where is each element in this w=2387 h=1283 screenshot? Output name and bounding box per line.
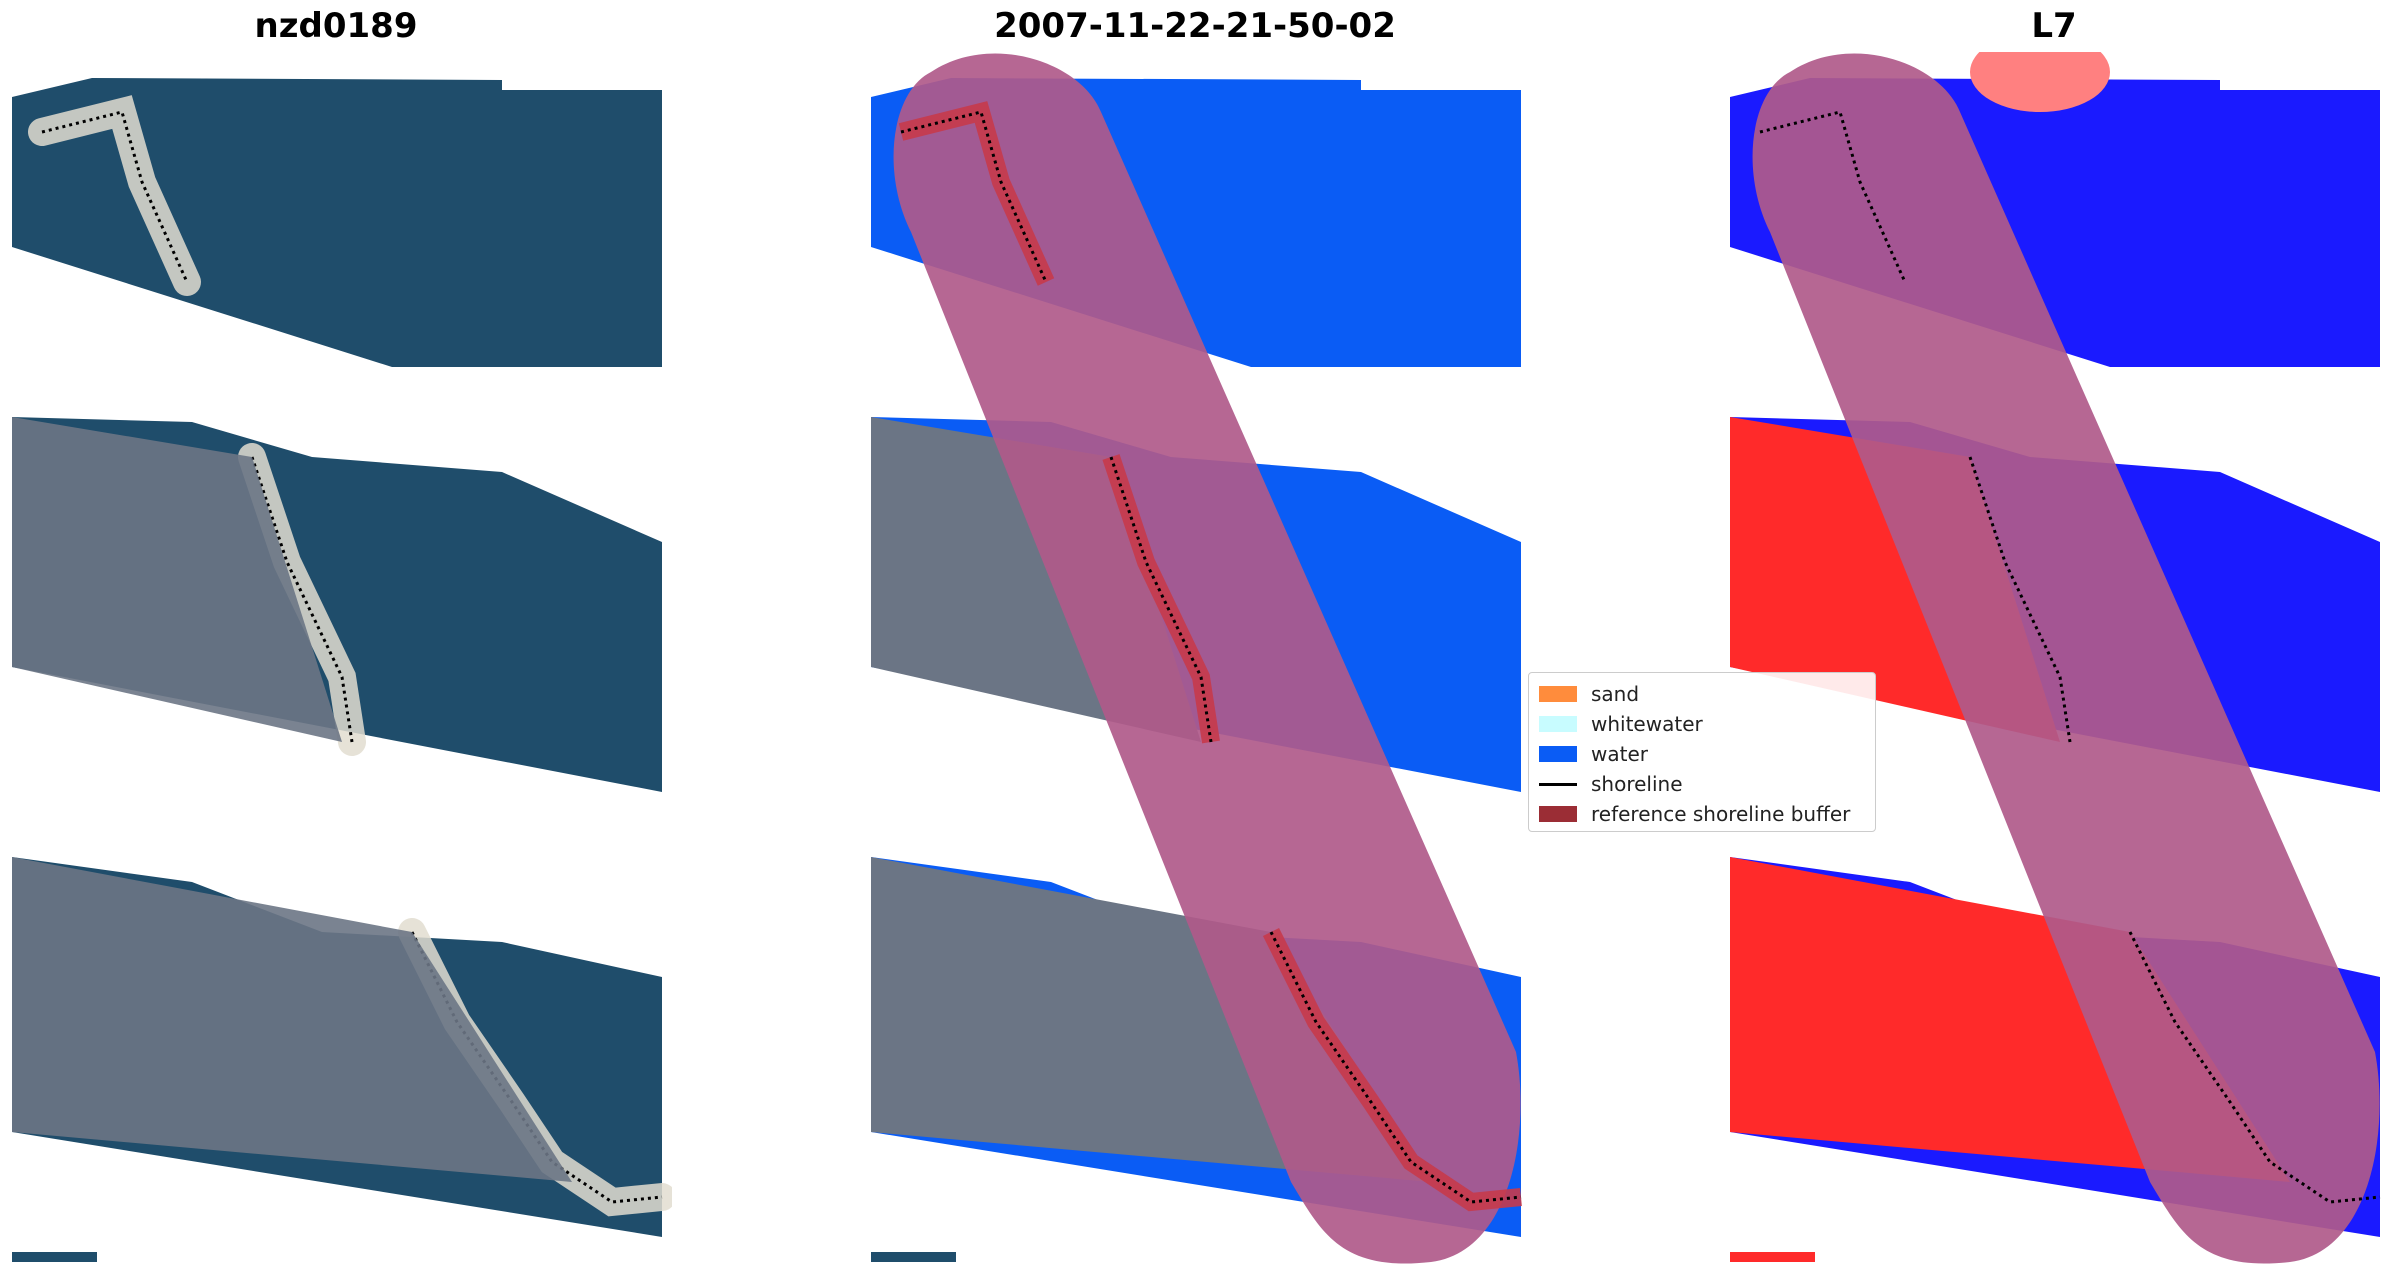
panel-title-classified: 2007-11-22-21-50-02 xyxy=(994,6,1396,46)
rgb-image-panel xyxy=(12,78,672,1262)
legend-label-whitewater: whitewater xyxy=(1591,712,1703,736)
index-image-panel xyxy=(1730,52,2381,1264)
scale-bar xyxy=(12,1252,97,1262)
legend-label-water: water xyxy=(1591,742,1648,766)
legend-label-buffer: reference shoreline buffer xyxy=(1591,802,1851,826)
sand-class-2 xyxy=(1102,454,1220,744)
classified-image-panel xyxy=(871,53,1522,1264)
legend-entry-water: water xyxy=(1539,739,1865,769)
reference-shoreline-buffer xyxy=(1752,53,2380,1264)
panel-title-rgb: nzd0189 xyxy=(254,6,418,46)
legend-swatch-water xyxy=(1539,746,1577,762)
legend-line-shoreline xyxy=(1539,782,1577,786)
legend-label-shoreline: shoreline xyxy=(1591,772,1683,796)
legend-entry-sand: sand xyxy=(1539,679,1865,709)
shoreline-1 xyxy=(1759,110,1907,283)
cloud-patch xyxy=(1970,52,2110,112)
scale-bar xyxy=(871,1252,956,1262)
reference-shoreline-buffer xyxy=(893,53,1521,1264)
land-area-3 xyxy=(12,857,572,1182)
legend: sand whitewater water shoreline referenc… xyxy=(1528,672,1876,832)
legend-label-sand: sand xyxy=(1591,682,1640,706)
scale-bar xyxy=(1730,1252,1815,1262)
legend-entry-whitewater: whitewater xyxy=(1539,709,1865,739)
legend-entry-buffer: reference shoreline buffer xyxy=(1539,799,1865,829)
beach-strip xyxy=(238,443,366,756)
image-strip-ocean xyxy=(12,78,662,367)
shoreline-3 xyxy=(1269,931,1522,1204)
panel-title-index: L7 xyxy=(2031,6,2077,46)
legend-swatch-whitewater xyxy=(1539,716,1577,732)
shoreline-1 xyxy=(900,110,1048,283)
shoreline-3 xyxy=(2128,931,2381,1204)
legend-swatch-buffer xyxy=(1539,806,1577,822)
legend-swatch-sand xyxy=(1539,686,1577,702)
shoreline-1 xyxy=(41,110,189,283)
land-area-2 xyxy=(12,417,342,742)
legend-entry-shoreline: shoreline xyxy=(1539,769,1865,799)
